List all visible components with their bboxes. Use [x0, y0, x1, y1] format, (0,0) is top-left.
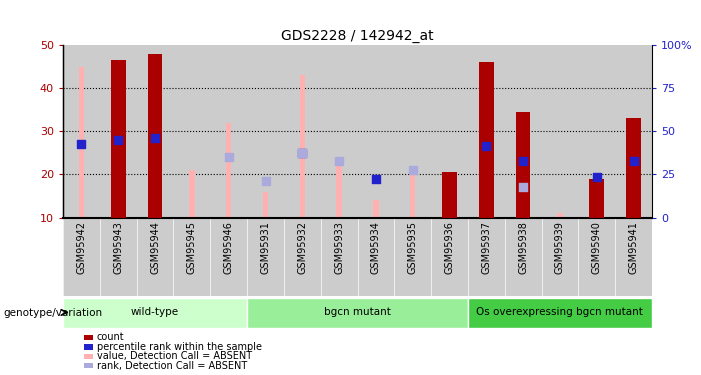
Text: count: count	[97, 333, 124, 342]
Text: GSM95942: GSM95942	[76, 221, 86, 274]
Bar	[137, 45, 174, 218]
Bar	[79, 67, 84, 218]
Point	[517, 184, 529, 190]
Bar	[615, 45, 652, 218]
Point	[76, 141, 87, 147]
Point	[407, 167, 418, 173]
Bar	[336, 161, 342, 218]
Text: value, Detection Call = ABSENT: value, Detection Call = ABSENT	[97, 351, 252, 361]
Bar	[63, 45, 100, 218]
Text: GSM95939: GSM95939	[555, 221, 565, 274]
Text: GSM95931: GSM95931	[261, 221, 271, 274]
Bar	[590, 179, 604, 218]
Bar	[410, 166, 416, 218]
Point	[370, 176, 381, 182]
Text: GSM95946: GSM95946	[224, 221, 233, 274]
Bar	[542, 45, 578, 218]
Bar	[373, 200, 379, 217]
Text: GSM95933: GSM95933	[334, 221, 344, 274]
Text: GSM95936: GSM95936	[444, 221, 454, 274]
Text: bgcn mutant: bgcn mutant	[324, 308, 391, 318]
Point	[149, 135, 161, 141]
Point	[334, 158, 345, 164]
Point	[517, 158, 529, 164]
Bar	[174, 45, 210, 218]
Bar	[210, 45, 247, 218]
Text: GSM95944: GSM95944	[150, 221, 160, 274]
Point	[223, 154, 234, 160]
Bar	[479, 62, 494, 217]
Bar	[263, 192, 268, 217]
Bar	[442, 172, 457, 217]
Text: GSM95934: GSM95934	[371, 221, 381, 274]
Bar	[578, 45, 615, 218]
Text: Os overexpressing bgcn mutant: Os overexpressing bgcn mutant	[477, 308, 644, 318]
Text: GSM95945: GSM95945	[187, 221, 197, 274]
Bar	[111, 60, 125, 217]
Text: GSM95940: GSM95940	[592, 221, 601, 274]
Bar	[247, 45, 284, 218]
Point	[297, 150, 308, 156]
Text: GSM95932: GSM95932	[297, 221, 307, 274]
Text: GSM95935: GSM95935	[408, 221, 418, 274]
Bar	[100, 45, 137, 218]
Text: rank, Detection Call = ABSENT: rank, Detection Call = ABSENT	[97, 361, 247, 370]
Bar	[247, 298, 468, 328]
Bar	[516, 112, 531, 218]
Bar	[557, 213, 563, 217]
Point	[297, 150, 308, 156]
Text: wild-type: wild-type	[131, 308, 179, 318]
Text: GSM95943: GSM95943	[114, 221, 123, 274]
Bar	[284, 45, 321, 218]
Bar	[148, 54, 163, 217]
Bar	[320, 45, 358, 218]
Title: GDS2228 / 142942_at: GDS2228 / 142942_at	[281, 28, 434, 43]
Bar	[626, 118, 641, 218]
Bar	[468, 45, 505, 218]
Bar	[226, 123, 231, 218]
Bar	[468, 298, 652, 328]
Point	[113, 137, 124, 143]
Point	[260, 178, 271, 184]
Bar	[299, 75, 305, 217]
Point	[481, 143, 492, 149]
Text: GSM95941: GSM95941	[629, 221, 639, 274]
Point	[591, 174, 602, 180]
Point	[628, 158, 639, 164]
Bar	[358, 45, 394, 218]
Text: GSM95937: GSM95937	[482, 221, 491, 274]
Text: genotype/variation: genotype/variation	[4, 308, 102, 318]
Bar	[63, 298, 247, 328]
Text: GSM95938: GSM95938	[518, 221, 528, 274]
Bar	[431, 45, 468, 218]
Text: percentile rank within the sample: percentile rank within the sample	[97, 342, 261, 352]
Bar	[394, 45, 431, 218]
Bar	[505, 45, 542, 218]
Bar	[189, 170, 195, 217]
